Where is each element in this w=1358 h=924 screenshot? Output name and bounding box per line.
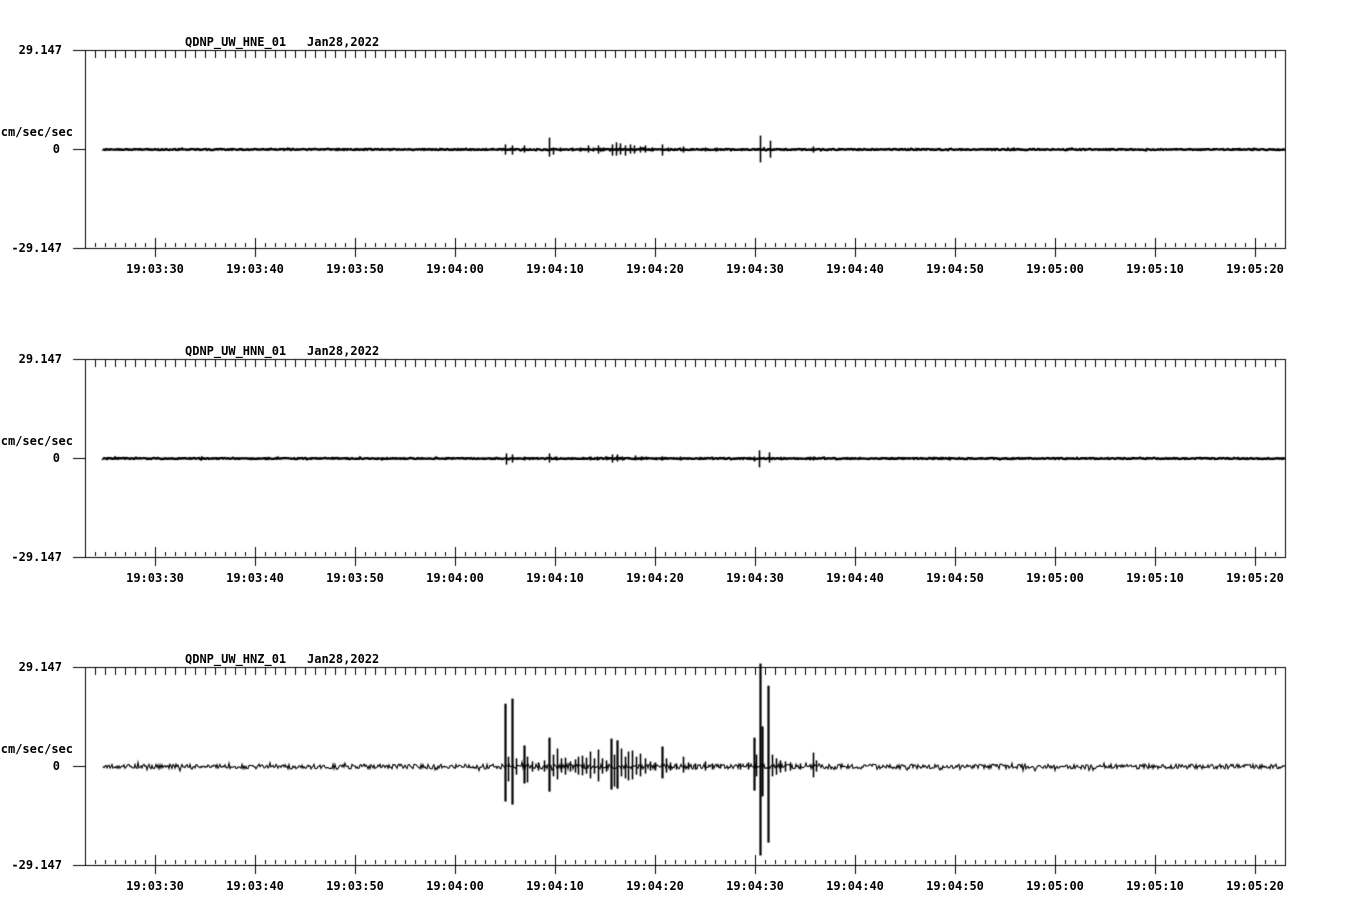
x-tick-label: 19:05:00: [1026, 571, 1084, 585]
x-tick-label: 19:04:40: [826, 879, 884, 893]
y-unit-label: cm/sec/sec: [0, 742, 73, 756]
x-tick-label: 19:04:10: [526, 571, 584, 585]
x-tick-label: 19:03:30: [126, 571, 184, 585]
plot-title: QDNP_UW_HNN_01: [185, 344, 287, 358]
y-min-label: -29.147: [11, 550, 62, 564]
x-tick-label: 19:04:10: [526, 262, 584, 276]
x-tick-label: 19:04:00: [426, 571, 484, 585]
x-tick-label: 19:03:30: [126, 879, 184, 893]
y-min-label: -29.147: [11, 241, 62, 255]
x-tick-label: 19:03:50: [326, 262, 384, 276]
x-tick-label: 19:04:20: [626, 571, 684, 585]
x-tick-label: 19:03:40: [226, 571, 284, 585]
y-zero-label: 0: [52, 451, 60, 465]
x-tick-label: 19:04:10: [526, 879, 584, 893]
plot-date: Jan28,2022: [307, 35, 380, 49]
y-zero-label: 0: [52, 142, 60, 156]
x-tick-label: 19:05:10: [1126, 879, 1184, 893]
plot-date: Jan28,2022: [307, 344, 380, 358]
y-unit-label: cm/sec/sec: [0, 434, 73, 448]
x-tick-label: 19:04:00: [426, 262, 484, 276]
plot-date: Jan28,2022: [307, 652, 380, 666]
x-tick-label: 19:04:50: [926, 262, 984, 276]
y-max-label: 29.147: [18, 660, 62, 674]
x-tick-label: 19:04:30: [726, 879, 784, 893]
y-max-label: 29.147: [18, 352, 62, 366]
x-tick-label: 19:05:00: [1026, 879, 1084, 893]
x-tick-label: 19:04:40: [826, 571, 884, 585]
x-tick-label: 19:03:40: [226, 879, 284, 893]
x-tick-label: 19:05:20: [1226, 879, 1284, 893]
x-tick-label: 19:05:10: [1126, 262, 1184, 276]
x-tick-label: 19:04:50: [926, 879, 984, 893]
x-tick-label: 19:04:40: [826, 262, 884, 276]
y-max-label: 29.147: [18, 43, 62, 57]
plot-title: QDNP_UW_HNE_01: [185, 35, 287, 49]
x-tick-label: 19:03:50: [326, 571, 384, 585]
x-tick-label: 19:04:50: [926, 571, 984, 585]
y-zero-label: 0: [52, 759, 60, 773]
x-tick-label: 19:03:40: [226, 262, 284, 276]
x-tick-label: 19:04:00: [426, 879, 484, 893]
plot-title: QDNP_UW_HNZ_01: [185, 652, 287, 666]
x-tick-label: 19:05:00: [1026, 262, 1084, 276]
x-tick-label: 19:03:30: [126, 262, 184, 276]
y-min-label: -29.147: [11, 858, 62, 872]
x-tick-label: 19:04:30: [726, 262, 784, 276]
y-unit-label: cm/sec/sec: [0, 125, 73, 139]
x-tick-label: 19:04:20: [626, 879, 684, 893]
x-tick-label: 19:03:50: [326, 879, 384, 893]
x-tick-label: 19:05:10: [1126, 571, 1184, 585]
x-tick-label: 19:05:20: [1226, 571, 1284, 585]
x-tick-label: 19:05:20: [1226, 262, 1284, 276]
x-tick-label: 19:04:30: [726, 571, 784, 585]
x-tick-label: 19:04:20: [626, 262, 684, 276]
